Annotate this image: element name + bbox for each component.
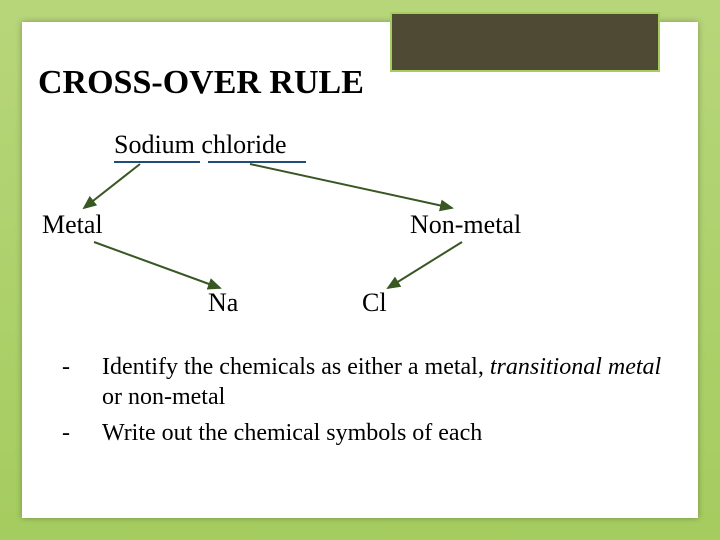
bullet-list: -Identify the chemicals as either a meta… [62, 352, 678, 454]
bullet-dash: - [62, 418, 102, 448]
label-nonmetal: Non-metal [410, 210, 521, 240]
bullet-item: -Write out the chemical symbols of each [62, 418, 678, 448]
bullet-text: Identify the chemicals as either a metal… [102, 352, 678, 412]
content-panel: CROSS-OVER RULE Sodium chloride Metal No… [22, 22, 698, 518]
label-na: Na [208, 288, 238, 318]
label-compound: Sodium chloride [114, 130, 287, 160]
label-metal: Metal [42, 210, 103, 240]
bullet-text: Write out the chemical symbols of each [102, 418, 482, 448]
bullet-dash: - [62, 352, 102, 412]
slide-root: CROSS-OVER RULE Sodium chloride Metal No… [0, 0, 720, 540]
slide-title: CROSS-OVER RULE [38, 64, 364, 102]
bullet-item: -Identify the chemicals as either a meta… [62, 352, 678, 412]
label-cl: Cl [362, 288, 387, 318]
title-accent-box [390, 12, 660, 72]
